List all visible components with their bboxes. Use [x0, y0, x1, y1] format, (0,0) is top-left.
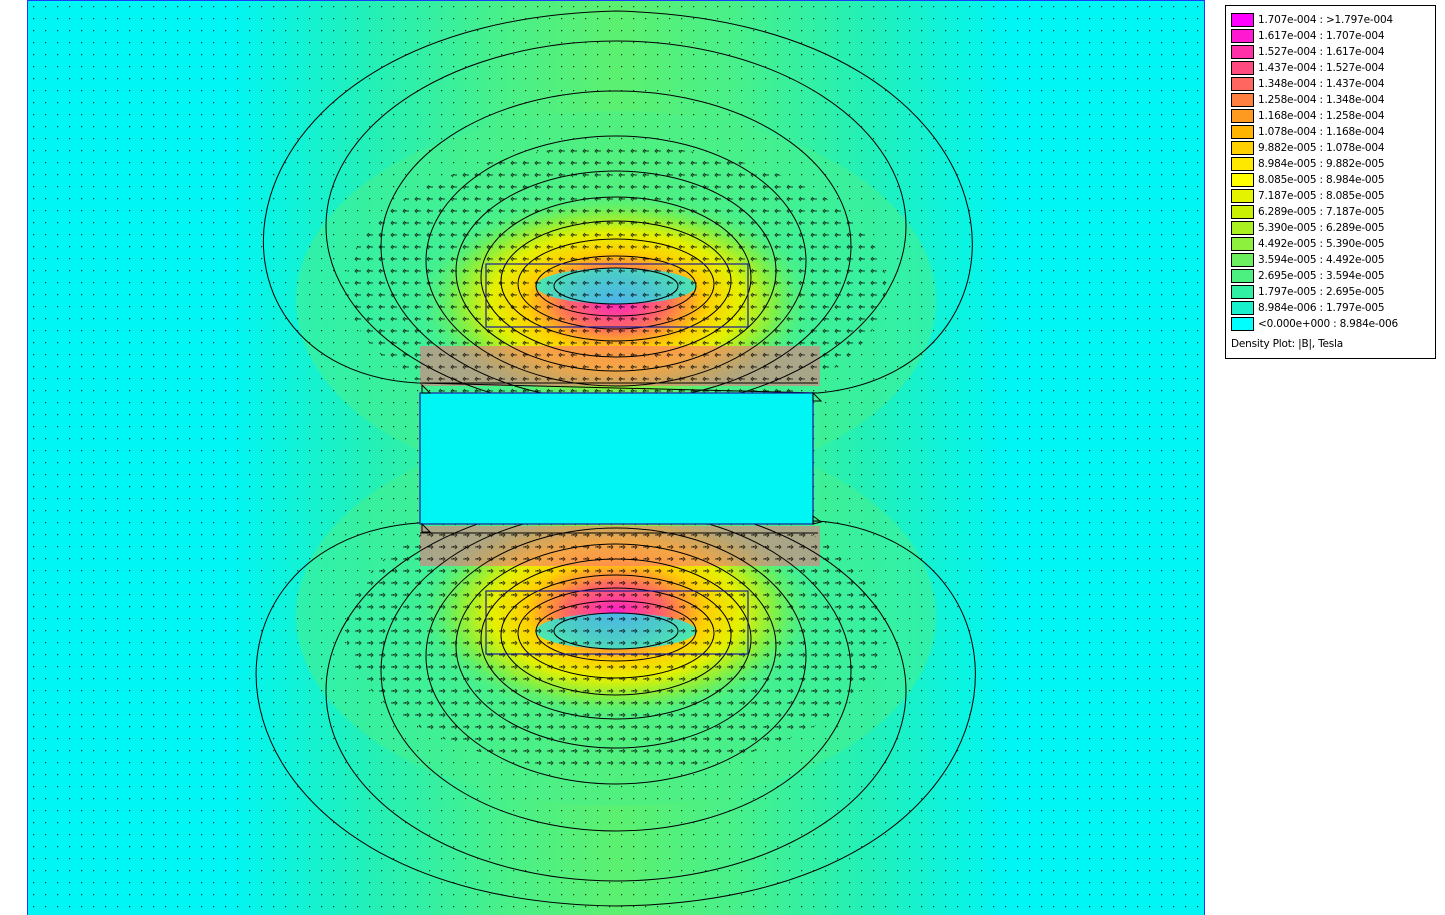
- legend-label: 1.797e-005 : 2.695e-005: [1258, 286, 1385, 298]
- legend-item: 1.527e-004 : 1.617e-004: [1231, 44, 1385, 60]
- legend-label: 1.707e-004 : >1.797e-004: [1258, 14, 1393, 26]
- legend-label: 6.289e-005 : 7.187e-005: [1258, 206, 1385, 218]
- legend-label: 2.695e-005 : 3.594e-005: [1258, 270, 1385, 282]
- field-plot: [28, 1, 1204, 915]
- legend-label: 1.527e-004 : 1.617e-004: [1258, 46, 1385, 58]
- legend-label: <0.000e+000 : 8.984e-006: [1258, 318, 1398, 330]
- legend-item: 8.984e-006 : 1.797e-005: [1231, 300, 1385, 316]
- density-plot-view[interactable]: [27, 0, 1205, 915]
- legend-title: Density Plot: |B|, Tesla: [1231, 338, 1343, 350]
- legend-label: 1.348e-004 : 1.437e-004: [1258, 78, 1385, 90]
- legend-swatch: [1231, 109, 1254, 123]
- top-coil-outline[interactable]: [485, 263, 749, 328]
- legend-swatch: [1231, 237, 1254, 251]
- legend-swatch: [1231, 125, 1254, 139]
- legend-item: 1.797e-005 : 2.695e-005: [1231, 284, 1385, 300]
- legend-swatch: [1231, 77, 1254, 91]
- legend-swatch: [1231, 93, 1254, 107]
- legend-swatch: [1231, 13, 1254, 27]
- legend-swatch: [1231, 205, 1254, 219]
- corner-markers: [421, 383, 823, 533]
- legend-label: 1.437e-004 : 1.527e-004: [1258, 62, 1385, 74]
- legend-item: 4.492e-005 : 5.390e-005: [1231, 236, 1385, 252]
- legend-label: 8.085e-005 : 8.984e-005: [1258, 174, 1385, 186]
- legend-item: 3.594e-005 : 4.492e-005: [1231, 252, 1385, 268]
- legend-label: 1.168e-004 : 1.258e-004: [1258, 110, 1385, 122]
- top-coil-arrows: [346, 146, 886, 426]
- legend-swatch: [1231, 61, 1254, 75]
- legend-item: <0.000e+000 : 8.984e-006: [1231, 316, 1398, 332]
- legend-item: 1.078e-004 : 1.168e-004: [1231, 124, 1385, 140]
- legend-label: 8.984e-005 : 9.882e-005: [1258, 158, 1385, 170]
- legend-item: 5.390e-005 : 6.289e-005: [1231, 220, 1385, 236]
- legend-label: 1.078e-004 : 1.168e-004: [1258, 126, 1385, 138]
- legend-swatch: [1231, 141, 1254, 155]
- legend-item: 8.085e-005 : 8.984e-005: [1231, 172, 1385, 188]
- legend-swatch: [1231, 301, 1254, 315]
- legend-swatch: [1231, 221, 1254, 235]
- legend-swatch: [1231, 269, 1254, 283]
- legend-swatch: [1231, 317, 1254, 331]
- legend-item: 1.258e-004 : 1.348e-004: [1231, 92, 1385, 108]
- central-core-block[interactable]: [419, 392, 814, 525]
- legend-item: 7.187e-005 : 8.085e-005: [1231, 188, 1385, 204]
- legend-label: 5.390e-005 : 6.289e-005: [1258, 222, 1385, 234]
- legend-swatch: [1231, 189, 1254, 203]
- legend-item: 1.437e-004 : 1.527e-004: [1231, 60, 1385, 76]
- legend-item: 6.289e-005 : 7.187e-005: [1231, 204, 1385, 220]
- legend-item: 1.617e-004 : 1.707e-004: [1231, 28, 1385, 44]
- bottom-coil-outline[interactable]: [485, 590, 749, 655]
- legend-label: 4.492e-005 : 5.390e-005: [1258, 238, 1385, 250]
- legend-label: 1.617e-004 : 1.707e-004: [1258, 30, 1385, 42]
- legend-label: 1.258e-004 : 1.348e-004: [1258, 94, 1385, 106]
- legend-swatch: [1231, 29, 1254, 43]
- legend-swatch: [1231, 45, 1254, 59]
- legend-item: 1.348e-004 : 1.437e-004: [1231, 76, 1385, 92]
- legend-label: 8.984e-006 : 1.797e-005: [1258, 302, 1385, 314]
- legend-label: 7.187e-005 : 8.085e-005: [1258, 190, 1385, 202]
- legend-label: 3.594e-005 : 4.492e-005: [1258, 254, 1385, 266]
- legend-swatch: [1231, 157, 1254, 171]
- legend-swatch: [1231, 285, 1254, 299]
- legend-item: 1.707e-004 : >1.797e-004: [1231, 12, 1393, 28]
- legend-item: 9.882e-005 : 1.078e-004: [1231, 140, 1385, 156]
- legend-item: 8.984e-005 : 9.882e-005: [1231, 156, 1385, 172]
- bottom-coil-arrows: [346, 491, 886, 771]
- density-legend: 1.707e-004 : >1.797e-004 1.617e-004 : 1.7…: [1225, 5, 1436, 359]
- top-flux-contours: [262, 10, 973, 412]
- legend-swatch: [1231, 253, 1254, 267]
- legend-item: 1.168e-004 : 1.258e-004: [1231, 108, 1385, 124]
- legend-item: 2.695e-005 : 3.594e-005: [1231, 268, 1385, 284]
- legend-swatch: [1231, 173, 1254, 187]
- legend-label: 9.882e-005 : 1.078e-004: [1258, 142, 1385, 154]
